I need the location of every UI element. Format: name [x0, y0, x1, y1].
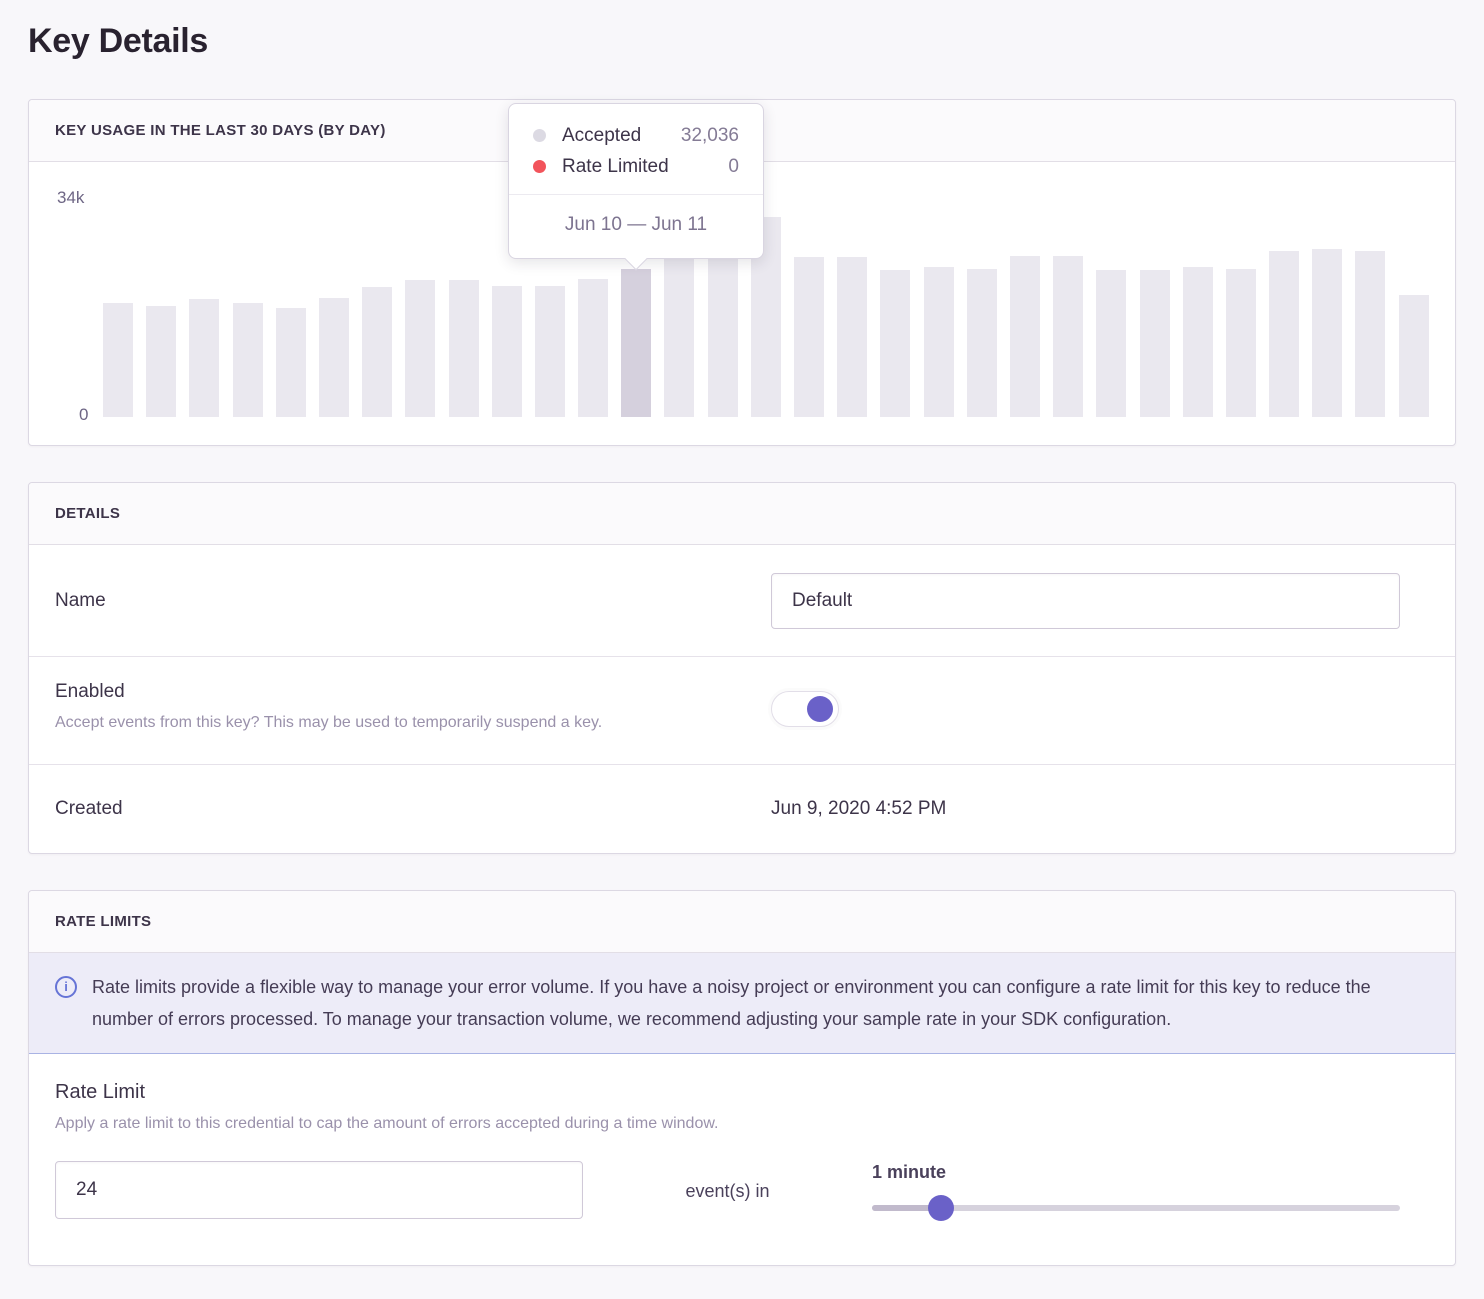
- tooltip-rate-limited-value: 0: [728, 155, 739, 177]
- chart-bar[interactable]: [1009, 256, 1040, 417]
- rate-limits-panel-header: RATE LIMITS: [29, 891, 1455, 953]
- enabled-value-col: [742, 681, 1429, 764]
- name-row: Name: [29, 545, 1455, 657]
- chart-bar[interactable]: [491, 286, 522, 417]
- chart-bar[interactable]: [1096, 270, 1127, 417]
- details-panel: DETAILS Name Enabled Accept events from …: [28, 482, 1456, 854]
- chart-bar[interactable]: [232, 303, 263, 417]
- rate-limit-window-label: 1 minute: [872, 1162, 947, 1182]
- slider-track[interactable]: [872, 1195, 1400, 1221]
- chart-bar[interactable]: [103, 303, 133, 417]
- enabled-row: Enabled Accept events from this key? Thi…: [29, 657, 1455, 765]
- created-label: Created: [55, 798, 123, 819]
- chart-bar[interactable]: [707, 252, 738, 417]
- chart-bar[interactable]: [578, 279, 609, 417]
- created-value-col: Jun 9, 2020 4:52 PM: [742, 798, 1429, 820]
- chart-bar[interactable]: [1139, 270, 1170, 417]
- chart-bar[interactable]: [880, 270, 911, 417]
- chart-bar[interactable]: [362, 287, 393, 417]
- accepted-dot-icon: [533, 129, 546, 142]
- tooltip-accepted-label: Accepted: [562, 124, 642, 146]
- chart-bar[interactable]: [1182, 267, 1213, 417]
- enabled-label-col: Enabled Accept events from this key? Thi…: [55, 681, 742, 764]
- chart-bar[interactable]: [189, 299, 220, 417]
- chart-bar[interactable]: [923, 267, 954, 417]
- y-axis-max-label: 34k: [57, 188, 85, 207]
- tooltip-accepted-row: Accepted 32,036: [533, 120, 739, 151]
- chart-bar[interactable]: [1312, 249, 1343, 417]
- chart-bar[interactable]: [405, 280, 436, 417]
- rate-limit-count-input[interactable]: [55, 1161, 583, 1219]
- info-circle-icon: i: [55, 976, 77, 998]
- chart-bar[interactable]: [146, 306, 177, 417]
- details-panel-header: DETAILS: [29, 483, 1455, 545]
- enabled-toggle[interactable]: [771, 691, 839, 727]
- rate-limit-help-text: Apply a rate limit to this credential to…: [55, 1115, 719, 1132]
- usage-panel: KEY USAGE IN THE LAST 30 DAYS (BY DAY) 3…: [28, 99, 1456, 446]
- chart-bar[interactable]: [275, 308, 306, 417]
- chart-bar[interactable]: [621, 269, 652, 417]
- name-label: Name: [55, 589, 106, 611]
- rate-limits-info-text: Rate limits provide a flexible way to ma…: [92, 977, 1371, 1029]
- page-title: Key Details: [28, 22, 209, 60]
- chart-bar[interactable]: [534, 286, 565, 417]
- chart-bar[interactable]: [1269, 251, 1300, 417]
- chart-bar[interactable]: [1398, 295, 1429, 417]
- chart-bar[interactable]: [664, 254, 695, 417]
- rate-limit-window-slider: 1 minute: [872, 1162, 1400, 1221]
- tooltip-date-range: Jun 10 — Jun 11: [564, 214, 708, 235]
- created-label-col: Created: [55, 798, 742, 820]
- tooltip-rate-limited-row: Rate Limited 0: [533, 151, 739, 182]
- chart-bar[interactable]: [1225, 269, 1256, 417]
- enabled-label: Enabled: [55, 681, 125, 702]
- chart-bar[interactable]: [318, 298, 349, 417]
- chart-bar[interactable]: [448, 280, 479, 417]
- slider-knob[interactable]: [927, 1195, 954, 1221]
- tooltip-rate-limited-label: Rate Limited: [562, 155, 669, 177]
- created-value: Jun 9, 2020 4:52 PM: [771, 798, 947, 819]
- name-label-col: Name: [55, 590, 742, 612]
- chart-bar[interactable]: [837, 257, 868, 417]
- chart-bar[interactable]: [794, 257, 824, 417]
- chart-bar[interactable]: [1355, 251, 1386, 417]
- chart-bar[interactable]: [1053, 256, 1084, 417]
- created-row: Created Jun 9, 2020 4:52 PM: [29, 765, 1455, 853]
- rate-limit-controls: event(s) in 1 minute: [55, 1161, 1429, 1221]
- rate-limit-middle-text: event(s) in: [685, 1181, 770, 1201]
- enabled-toggle-knob[interactable]: [807, 696, 833, 722]
- rate-limited-dot-icon: [533, 160, 546, 173]
- usage-panel-title: KEY USAGE IN THE LAST 30 DAYS (BY DAY): [55, 122, 386, 139]
- chart-bar[interactable]: [966, 269, 997, 417]
- details-panel-title: DETAILS: [55, 505, 121, 522]
- y-axis-min-label: 0: [79, 405, 89, 424]
- rate-limit-section: Rate Limit Apply a rate limit to this cr…: [29, 1054, 1455, 1265]
- name-input[interactable]: [771, 572, 1400, 629]
- tooltip-legend: Accepted 32,036 Rate Limited 0: [509, 104, 763, 195]
- name-value-col: [742, 572, 1429, 629]
- enabled-help-text: Accept events from this key? This may be…: [55, 714, 603, 731]
- rate-limits-info-alert: i Rate limits provide a flexible way to …: [29, 953, 1455, 1054]
- tooltip-accepted-value: 32,036: [680, 124, 739, 146]
- rate-limit-label: Rate Limit: [55, 1081, 146, 1103]
- slider-fill: [872, 1205, 941, 1211]
- rate-limits-panel: RATE LIMITS i Rate limits provide a flex…: [28, 890, 1456, 1266]
- usage-bar-chart: [103, 205, 1429, 417]
- rate-limits-panel-title: RATE LIMITS: [55, 913, 152, 930]
- chart-tooltip: Accepted 32,036 Rate Limited 0 Jun 10 — …: [508, 103, 764, 270]
